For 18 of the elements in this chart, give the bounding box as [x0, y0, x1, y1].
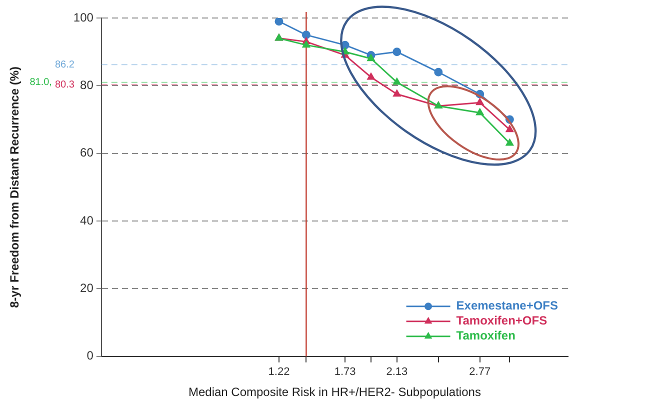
x-axis-title: Median Composite Risk in HR+/HER2- Subpopulations — [188, 385, 481, 400]
y-tick-label: 0 — [86, 348, 94, 363]
y-tick-label: 100 — [73, 10, 94, 24]
y-tick-label: 40 — [80, 213, 94, 228]
legend-label: Tamoxifen+OFS — [456, 314, 548, 328]
legend-label: Exemestane+OFS — [456, 298, 558, 313]
y-tick-label: 80 — [80, 78, 94, 92]
ref-line-label: 80.3 — [54, 79, 75, 90]
ref-line-label: 86.2 — [54, 59, 75, 70]
x-tick-label: 1.73 — [334, 366, 356, 378]
y-tick-label: 20 — [80, 281, 94, 296]
ref-line-label: 81.0, — [30, 77, 52, 88]
y-axis-title: 8-yr Freedom from Distant Recurrence (%) — [8, 66, 22, 308]
x-tick-label: 2.13 — [386, 366, 408, 378]
x-tick-label: 1.22 — [268, 366, 290, 378]
y-tick-label: 60 — [80, 146, 94, 160]
legend-label: Tamoxifen — [456, 328, 516, 343]
x-tick-label: 2.77 — [469, 366, 491, 378]
